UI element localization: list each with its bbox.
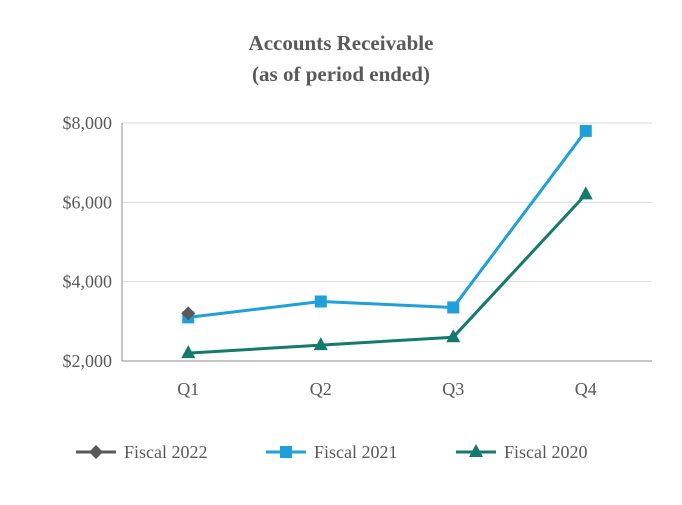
series-line [188, 193, 587, 355]
series-fiscal-2021 [182, 124, 592, 324]
axis-layer: $2,000 $4,000 $6,000 $8,000 Q1 Q2 Q3 Q4 [63, 113, 652, 399]
series-fiscal-2020 [181, 186, 593, 359]
y-tick-label: $4,000 [63, 272, 113, 292]
series-line [188, 130, 587, 319]
x-tick-label: Q4 [575, 379, 597, 399]
legend-marker [469, 444, 483, 457]
legend-item: Fiscal 2022 [76, 442, 208, 462]
grid-layer [122, 122, 652, 283]
legend-item: Fiscal 2021 [266, 442, 398, 462]
legend-label: Fiscal 2020 [504, 442, 588, 462]
series-fiscal-2022 [181, 306, 196, 321]
x-tick-label: Q2 [310, 379, 332, 399]
data-point [446, 329, 461, 343]
data-point [314, 295, 327, 308]
data-point [579, 124, 592, 137]
legend-label: Fiscal 2021 [314, 442, 398, 462]
x-tick-label: Q3 [442, 379, 464, 399]
y-tick-label: $2,000 [63, 351, 113, 371]
data-point [181, 306, 196, 321]
data-point [578, 186, 593, 200]
legend-item: Fiscal 2020 [456, 442, 588, 462]
data-point [313, 337, 328, 351]
y-tick-label: $8,000 [63, 113, 113, 133]
x-tick-label: Q1 [177, 379, 199, 399]
legend-marker [89, 445, 103, 459]
data-point [447, 301, 460, 314]
series-layer [181, 124, 593, 359]
chart-title: Accounts Receivable [249, 31, 434, 55]
legend: Fiscal 2022 Fiscal 2021 Fiscal 2020 [76, 442, 588, 462]
legend-marker [280, 446, 292, 458]
y-tick-label: $6,000 [63, 192, 113, 212]
chart-subtitle: (as of period ended) [252, 62, 430, 86]
data-point [181, 345, 196, 359]
legend-label: Fiscal 2022 [124, 442, 208, 462]
